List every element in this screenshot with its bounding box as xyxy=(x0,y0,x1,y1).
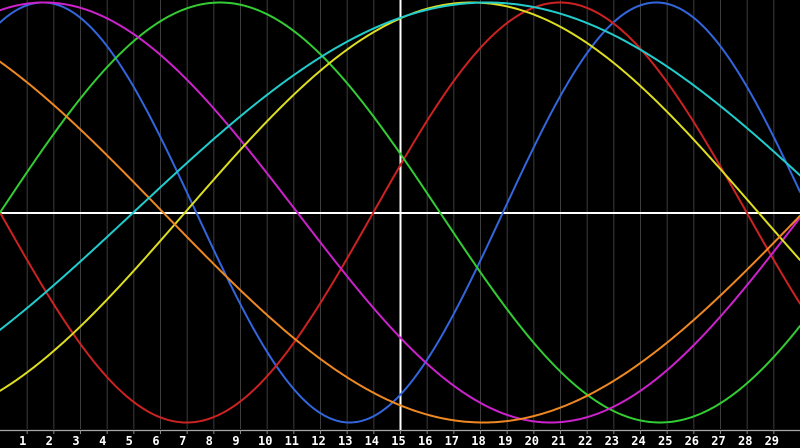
x-axis-label: 27 xyxy=(711,434,725,448)
x-axis-label: 9 xyxy=(232,434,239,448)
curve-green-sine xyxy=(0,1,800,424)
x-axis-label: 5 xyxy=(126,434,133,448)
x-axis-label: 23 xyxy=(605,434,619,448)
x-axis-label: 25 xyxy=(658,434,672,448)
x-axis-label: 13 xyxy=(338,434,352,448)
x-axis-label: 18 xyxy=(471,434,485,448)
curve-cyan-sine xyxy=(0,1,800,331)
x-axis-label: 8 xyxy=(206,434,213,448)
curve-orange-sine xyxy=(0,60,800,424)
x-axis-label: 14 xyxy=(365,434,379,448)
x-axis-label: 1 xyxy=(19,434,26,448)
x-axis-label: 28 xyxy=(738,434,752,448)
curve-blue-sine xyxy=(0,1,800,424)
x-axis-label: 16 xyxy=(418,434,432,448)
x-axis-label: 20 xyxy=(525,434,539,448)
x-axis-label: 12 xyxy=(311,434,325,448)
x-axis-label: 22 xyxy=(578,434,592,448)
x-axis-label: 24 xyxy=(631,434,645,448)
curve-red-sine xyxy=(0,1,800,424)
curve-magenta-sine xyxy=(0,1,800,424)
x-axis-label: 11 xyxy=(285,434,299,448)
x-axis-label: 29 xyxy=(765,434,779,448)
x-axis-label: 2 xyxy=(46,434,53,448)
x-axis-label: 17 xyxy=(445,434,459,448)
x-axis-label: 6 xyxy=(152,434,159,448)
x-axis-label: 19 xyxy=(498,434,512,448)
x-axis-label: 7 xyxy=(179,434,186,448)
x-axis-label: 21 xyxy=(551,434,565,448)
x-axis-label: 4 xyxy=(99,434,106,448)
x-axis-label: 3 xyxy=(72,434,79,448)
x-axis-label: 26 xyxy=(685,434,699,448)
x-axis-label: 15 xyxy=(391,434,405,448)
x-axis-label: 10 xyxy=(258,434,272,448)
